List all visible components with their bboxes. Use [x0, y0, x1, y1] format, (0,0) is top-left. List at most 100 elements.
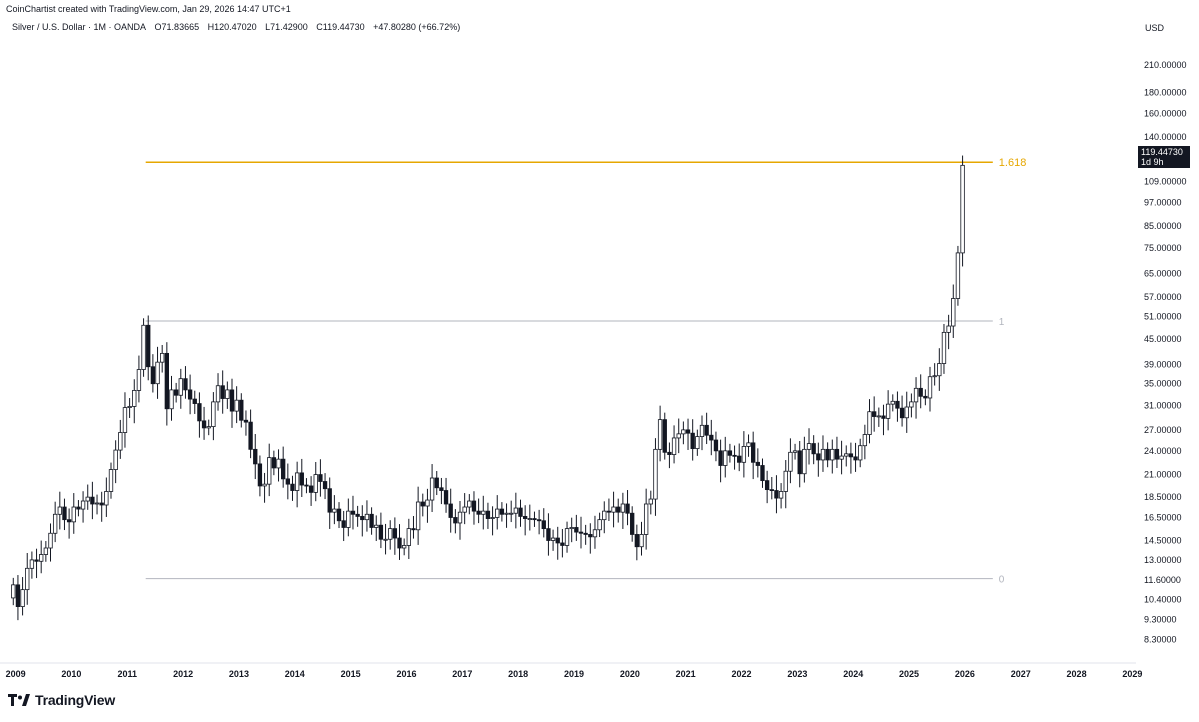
y-tick-label: 9.30000: [1144, 615, 1177, 625]
candle-body: [457, 511, 463, 524]
candle-body: [504, 512, 509, 515]
candle-body: [802, 448, 807, 475]
candle-body: [471, 500, 477, 512]
candle-body: [322, 481, 328, 490]
candle-body: [937, 363, 942, 377]
y-tick-label: 45.00000: [1144, 334, 1182, 344]
x-tick-label: 2026: [955, 669, 975, 679]
candle-body: [271, 457, 277, 469]
candle-body: [62, 506, 67, 521]
candle-body: [597, 519, 602, 531]
chart-credit: CoinChartist created with TradingView.co…: [6, 4, 291, 14]
candle-body: [411, 528, 416, 531]
y-tick-label: 57.00000: [1144, 292, 1182, 302]
currency-label[interactable]: USD: [1145, 23, 1165, 33]
candle-body: [48, 532, 53, 549]
candle-body: [467, 500, 472, 508]
candle-body: [192, 398, 197, 404]
candle-body: [425, 499, 430, 507]
candle-body: [374, 524, 379, 528]
price-axis: 210.00000180.00000160.00000140.00000125.…: [1144, 60, 1187, 645]
candle-body: [164, 352, 170, 410]
candle-body: [169, 389, 174, 410]
candle-body: [99, 502, 104, 506]
time-axis: 2009 2010 2011 2012 2013 2014 2015 2016 2017 2018…: [0, 662, 1142, 679]
candles: [11, 155, 965, 621]
candle-body: [453, 517, 458, 524]
tradingview-logo-icon: [8, 694, 30, 706]
y-tick-label: 31.00000: [1144, 400, 1182, 410]
candle-body: [839, 455, 844, 460]
x-tick-label: 2021: [676, 669, 696, 679]
candle-body: [108, 469, 114, 492]
candle-body: [104, 491, 109, 506]
candle-body: [294, 472, 300, 491]
y-tick-label: 140.00000: [1144, 132, 1187, 142]
y-tick-label: 35.00000: [1144, 379, 1182, 389]
candle-body: [639, 534, 644, 548]
candle-body: [718, 450, 723, 466]
candle-body: [499, 508, 505, 515]
candle-body: [555, 537, 560, 544]
candle-body: [332, 508, 337, 513]
x-tick-label: 2015: [341, 669, 361, 679]
candle-body: [602, 510, 607, 521]
candle-body: [890, 400, 895, 405]
candle-body: [774, 490, 779, 499]
candle-body: [346, 510, 351, 528]
candle-body: [253, 448, 258, 465]
y-tick-label: 21.00000: [1144, 470, 1182, 480]
candle-body: [830, 448, 835, 461]
last-price-value: 119.44730: [1141, 147, 1183, 157]
y-tick-label: 13.00000: [1144, 555, 1182, 565]
candle-body: [262, 483, 267, 487]
candle-body: [653, 448, 658, 500]
candle-body: [267, 457, 272, 485]
symbol-name[interactable]: Silver / U.S. Dollar · 1M · OANDA: [12, 22, 147, 32]
candle-body: [15, 584, 21, 607]
candle-body: [527, 518, 532, 520]
candle-body: [532, 518, 537, 521]
candle-body: [462, 506, 467, 513]
y-tick-label: 8.30000: [1144, 635, 1177, 645]
candle-body: [136, 369, 142, 391]
fib-level-label: 1: [999, 317, 1005, 328]
candle-body: [662, 419, 667, 453]
y-tick-label: 75.00000: [1144, 243, 1182, 253]
y-tick-label: 65.00000: [1144, 269, 1182, 279]
candle-body: [625, 503, 630, 514]
candle-body: [420, 501, 425, 507]
candle-body: [173, 389, 179, 396]
candle-body: [634, 534, 640, 548]
candle-body: [248, 421, 253, 450]
candle-body: [606, 510, 612, 513]
candle-body: [215, 385, 221, 403]
candle-body: [90, 496, 95, 505]
tradingview-logo[interactable]: TradingView: [8, 692, 115, 708]
y-tick-label: 109.00000: [1144, 177, 1187, 187]
candle-body: [225, 389, 230, 399]
candle-body: [443, 490, 449, 505]
x-tick-label: 2029: [1122, 669, 1142, 679]
candle-body: [415, 501, 421, 531]
candle-body: [848, 453, 854, 458]
y-tick-label: 10.40000: [1144, 595, 1182, 605]
candle-body: [276, 458, 281, 469]
candle-body: [648, 498, 653, 505]
candle-body: [243, 419, 249, 423]
fibonacci-levels: 1.618 1 0: [145, 157, 1026, 586]
candle-body: [681, 429, 686, 435]
x-tick-label: 2011: [118, 669, 138, 679]
candle-body: [25, 567, 30, 591]
candle-body: [690, 432, 695, 450]
candle-body: [406, 528, 411, 546]
candle-body: [183, 378, 188, 391]
symbol-legend: Silver / U.S. Dollar · 1M · OANDA O71.83…: [12, 22, 466, 32]
x-tick-label: 2018: [508, 669, 528, 679]
candle-body: [816, 453, 821, 461]
candle-body: [858, 445, 863, 461]
last-price-countdown: 1d 9h: [1141, 157, 1164, 167]
candle-body: [895, 400, 900, 409]
candle-body: [127, 406, 132, 408]
